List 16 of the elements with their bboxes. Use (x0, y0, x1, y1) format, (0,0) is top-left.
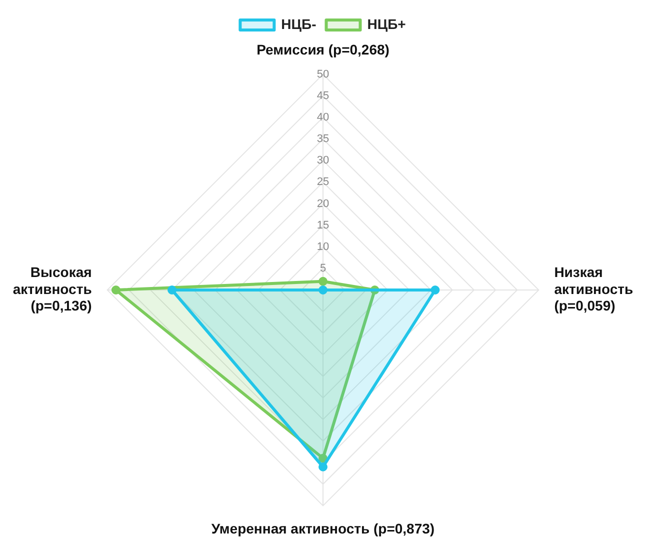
y-tick-label: 30 (316, 154, 330, 167)
y-tick-label: 35 (316, 133, 330, 146)
y-tick-label: 10 (316, 240, 330, 253)
y-tick-label: 5 (320, 262, 326, 274)
y-tick-label: 15 (316, 219, 330, 232)
legend-label: НЦБ+ (367, 16, 406, 32)
y-tick-label: 40 (316, 111, 330, 124)
y-tick-label: 25 (316, 176, 330, 188)
spoke-label: Низкая активность (p=0,059) (554, 264, 634, 314)
y-tick-label: 20 (316, 198, 330, 210)
spoke-label: Высокая активность (p=0,136) (12, 264, 92, 314)
spoke-label: Умеренная активность (p=0,873) (211, 520, 435, 536)
y-tick-label: 45 (316, 90, 330, 102)
y-tick-label: 50 (316, 68, 330, 80)
spoke-label: Ремиссия (p=0,268) (256, 41, 390, 58)
legend-label: НЦБ- (281, 16, 317, 32)
